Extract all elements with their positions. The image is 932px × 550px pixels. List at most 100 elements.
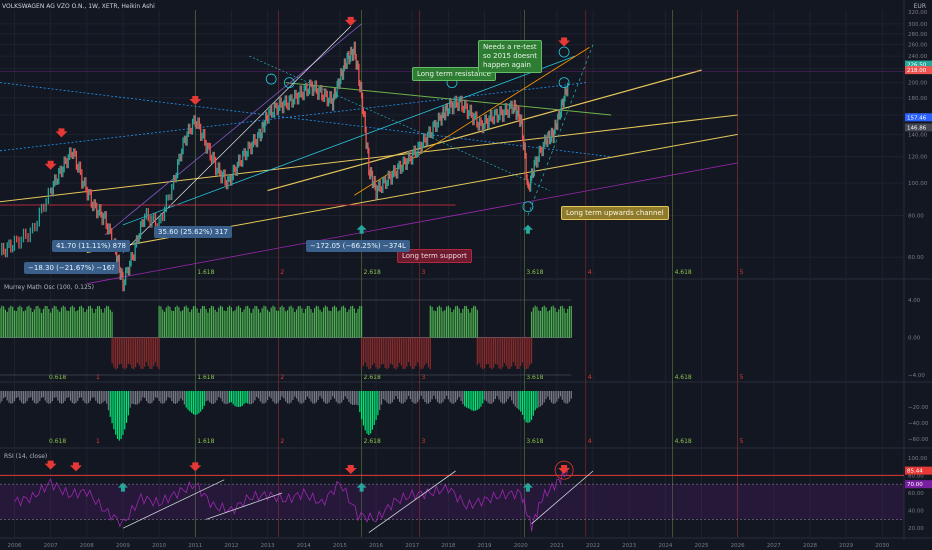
x-tick-label: 2025 (695, 543, 709, 549)
measure-label-2[interactable]: 41.70 (11.11%) 878 (52, 240, 131, 252)
trend-line-dotted (0, 82, 612, 158)
fib-label-lower: 1.618 (197, 374, 214, 381)
x-tick-label: 2017 (405, 543, 419, 549)
x-tick-label: 2007 (44, 543, 58, 549)
currency-label: EUR (913, 3, 926, 10)
y-tick-label: 280.00 (908, 32, 928, 38)
fib-label-lower: 5 (740, 374, 744, 381)
price-label: 157.46 (907, 115, 927, 121)
measure-label-1[interactable]: −18.30 (−21.67%) −16? (24, 262, 119, 274)
y-tick-label: 60.00 (908, 255, 924, 261)
highlight-circle (558, 77, 570, 89)
y-tick-label: 120.00 (908, 155, 928, 161)
y-tick-label: 240.00 (908, 54, 928, 60)
highlight-circle (558, 46, 570, 58)
rsi-trend-line (531, 470, 594, 525)
y-tick-label: 260.00 (908, 43, 928, 49)
price-label-bg (905, 60, 932, 69)
rsi-70-bg (905, 480, 932, 489)
down-arrow-marker (189, 95, 202, 105)
highlight-circle (265, 73, 277, 85)
x-tick-label: 2013 (261, 543, 275, 549)
x-tick-label: 2011 (188, 543, 202, 549)
murrey-title: Murrey Math Osc (100, 0.125) (4, 284, 94, 291)
x-tick-label: 2026 (731, 543, 745, 549)
annotation-retest[interactable]: Needs a re-test so 2015 doesnt happen ag… (478, 40, 543, 73)
fan-line (104, 23, 362, 236)
osc-tick: −60.00 (908, 437, 929, 443)
x-tick-label: 2023 (622, 543, 636, 549)
fib-label-main: 3 (421, 269, 425, 276)
fib-label-main: 4.618 (675, 269, 692, 276)
fib-label-lower: 3 (421, 438, 425, 445)
price-label-bg (905, 123, 932, 132)
x-tick-label: 2014 (297, 543, 311, 549)
fib-label-lower: 1.618 (197, 438, 214, 445)
rsi-tick: 20.00 (908, 526, 924, 532)
trend-line-dotted (249, 55, 550, 191)
fib-label-lower: 2.618 (364, 374, 381, 381)
y-tick-label: 140.00 (908, 132, 928, 138)
x-tick-label: 2006 (7, 543, 21, 549)
fib-label-lower: 0.618 (49, 438, 66, 445)
x-tick-label: 2024 (658, 543, 672, 549)
rsi-down-arrow (189, 462, 202, 472)
fib-label-main: 2.618 (364, 269, 381, 276)
fib-label-lower: 4 (588, 374, 592, 381)
x-tick-label: 2016 (369, 543, 383, 549)
fib-label-lower: 1 (96, 374, 100, 381)
chart-title: VOLKSWAGEN AG VZO O.N., 1W, XETR, Heikin… (2, 3, 155, 10)
annotation-long-term-resistance[interactable]: Long term resistance (412, 67, 496, 81)
x-tick-label: 2022 (586, 543, 600, 549)
rsi-down-arrow (344, 465, 357, 474)
y-tick-label: 300.00 (908, 22, 928, 28)
measure-label-4[interactable]: −172.05 (−66.25%) −374L (306, 240, 410, 252)
rsi-up-arrow (117, 482, 128, 492)
highlight-circle (522, 201, 534, 213)
x-tick-label: 2020 (514, 543, 528, 549)
rsi-band (0, 484, 904, 520)
fib-label-lower: 4.618 (675, 438, 692, 445)
retest-line-3: happen again (483, 61, 531, 69)
y-tick-label: 180.00 (908, 96, 928, 102)
x-tick-label: 2027 (767, 543, 781, 549)
rsi-down-arrow (558, 465, 571, 474)
x-tick-label: 2028 (803, 543, 817, 549)
rsi-last-bg (905, 466, 932, 475)
down-arrow-marker (344, 16, 357, 26)
fan-line-cyan (122, 55, 576, 226)
rsi-up-arrow (522, 482, 533, 492)
rsi-highlight-circle (554, 460, 574, 480)
y-tick-label: 200.00 (908, 81, 928, 87)
fib-label-lower: 5 (740, 438, 744, 445)
fib-label-lower: 3 (421, 374, 425, 381)
murrey-tick: 4.00 (908, 298, 921, 304)
x-tick-label: 2019 (478, 543, 492, 549)
annotation-long-term-support[interactable]: Long term support (397, 249, 472, 263)
fib-label-main: 3.618 (526, 269, 543, 276)
retest-line-1: Needs a re-test (483, 43, 537, 51)
annotation-upwards-channel[interactable]: Long term upwards channel (561, 206, 669, 220)
rsi-trend-line (122, 479, 225, 529)
measure-label-3[interactable]: 35.60 (25.62%) 317 (154, 226, 233, 238)
rsi-70-label: 70.00 (907, 482, 923, 488)
fib-label-main: 4 (588, 269, 592, 276)
fib-label-main: 1.618 (197, 269, 214, 276)
x-tick-label: 2009 (116, 543, 130, 549)
rsi-down-arrow (44, 460, 57, 470)
murrey-tick: −4.00 (908, 373, 925, 379)
rsi-title: RSI (14, close) (4, 453, 47, 460)
y-top-label: 320.00 (908, 10, 928, 16)
price-label-bg (905, 66, 932, 75)
fib-label-lower: 3.618 (526, 374, 543, 381)
price-label: 146.86 (907, 125, 927, 131)
up-arrow-marker (522, 224, 533, 234)
rsi-down-arrow (69, 462, 82, 472)
fan-line-teal (527, 44, 594, 216)
y-tick-label: 80.00 (908, 214, 924, 220)
fib-label-lower: 1 (96, 438, 100, 445)
purple-line (86, 162, 738, 285)
x-tick-label: 2018 (441, 543, 455, 549)
fib-label-lower: 3.618 (526, 438, 543, 445)
